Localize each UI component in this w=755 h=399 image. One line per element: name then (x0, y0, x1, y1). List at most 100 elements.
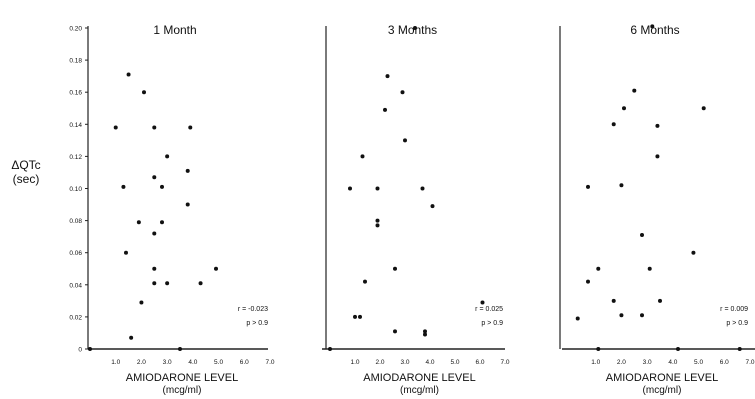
stat-p: p > 0.9 (726, 320, 748, 327)
data-point (348, 186, 352, 191)
data-point (214, 266, 218, 271)
data-point (658, 298, 662, 303)
data-point (152, 266, 157, 271)
data-point (676, 347, 680, 351)
y-tick-label: 0.02 (69, 314, 82, 321)
data-point (596, 347, 601, 351)
x-tick-label: 1.0 (111, 359, 120, 366)
x-tick-label: 7.0 (265, 359, 274, 366)
data-point (619, 313, 624, 318)
data-point (160, 220, 164, 225)
x-tick-label: 6.0 (720, 359, 729, 366)
data-point (586, 279, 590, 284)
data-point (88, 347, 92, 351)
x-tick-label: 6.0 (240, 359, 249, 366)
data-point (126, 72, 131, 77)
data-point (152, 125, 157, 130)
x-tick-label: 2.0 (617, 359, 626, 366)
data-point (611, 298, 616, 303)
x-tick-label: 4.0 (188, 359, 197, 366)
y-tick-label: 0.06 (69, 250, 82, 257)
data-point (198, 281, 203, 286)
x-tick-label: 3.0 (163, 359, 172, 366)
stat-p: p > 0.9 (246, 320, 268, 327)
stat-r: r = 0.025 (475, 306, 503, 313)
x-tick-label: 4.0 (425, 359, 434, 366)
data-point (430, 204, 435, 209)
data-point (152, 281, 157, 286)
chart-title: 1 Month (153, 23, 196, 37)
x-tick-label: 6.0 (475, 359, 484, 366)
data-point (403, 138, 407, 143)
data-point (640, 233, 644, 238)
y-tick-label: 0.20 (69, 26, 82, 33)
y-tick-label: 0.08 (69, 218, 82, 225)
data-point (691, 250, 696, 255)
data-point (152, 231, 157, 236)
data-point (575, 316, 580, 321)
y-tick-label: 0.12 (69, 154, 82, 161)
data-point (124, 250, 128, 255)
stat-p: p > 0.9 (481, 320, 503, 327)
stat-r: r = -0.023 (238, 306, 268, 313)
data-point (375, 218, 380, 223)
data-point (165, 281, 170, 286)
data-point (586, 184, 590, 189)
data-point (400, 90, 405, 95)
chart-title: 3 Months (388, 23, 437, 37)
x-tick-label: 1.0 (350, 359, 359, 366)
chart-title: 6 Months (630, 23, 679, 37)
x-axis-title: AMIODARONE LEVEL (363, 372, 475, 384)
data-point (188, 125, 193, 130)
x-tick-label: 2.0 (137, 359, 146, 366)
data-point (363, 279, 367, 284)
y-tick-label: 0.04 (69, 282, 82, 289)
data-point (385, 74, 390, 79)
x-tick-label: 5.0 (214, 359, 223, 366)
data-point (178, 347, 182, 351)
data-point (655, 154, 660, 159)
x-tick-label: 7.0 (745, 359, 754, 366)
data-point (619, 183, 624, 188)
x-axis-unit: (mcg/ml) (400, 385, 439, 396)
data-point (650, 24, 655, 29)
data-point (113, 125, 118, 130)
data-point (121, 184, 126, 189)
data-point (701, 106, 706, 111)
y-axis-title-line1: ΔQTc (11, 158, 41, 172)
data-point (413, 26, 417, 30)
data-point (423, 332, 427, 337)
stat-r: r = 0.009 (720, 306, 748, 313)
y-tick-label: 0 (78, 347, 82, 354)
data-point (353, 314, 357, 319)
data-point (360, 154, 365, 159)
y-tick-label: 0.16 (69, 90, 82, 97)
x-axis-unit: (mcg/ml) (643, 385, 682, 396)
y-tick-label: 0.18 (69, 58, 82, 65)
data-point (423, 329, 427, 334)
data-point (622, 106, 626, 111)
data-point (185, 202, 190, 207)
y-tick-label: 0.14 (69, 122, 82, 129)
data-point (358, 314, 362, 319)
data-point (647, 266, 652, 271)
y-axis-title-line2: (sec) (12, 172, 40, 186)
x-tick-label: 4.0 (668, 359, 677, 366)
data-point (185, 168, 190, 173)
x-tick-label: 7.0 (500, 359, 509, 366)
data-point (139, 300, 144, 305)
data-point (160, 184, 164, 189)
data-point (655, 123, 660, 128)
data-point (375, 186, 380, 191)
data-point (480, 300, 485, 305)
data-point (640, 313, 644, 318)
x-tick-label: 5.0 (694, 359, 703, 366)
data-point (737, 347, 742, 351)
x-axis-unit: (mcg/ml) (163, 385, 202, 396)
x-tick-label: 5.0 (450, 359, 459, 366)
x-tick-label: 3.0 (400, 359, 409, 366)
data-point (136, 220, 141, 225)
y-axis-title: ΔQTc (sec) (2, 158, 50, 186)
data-point (420, 186, 425, 191)
